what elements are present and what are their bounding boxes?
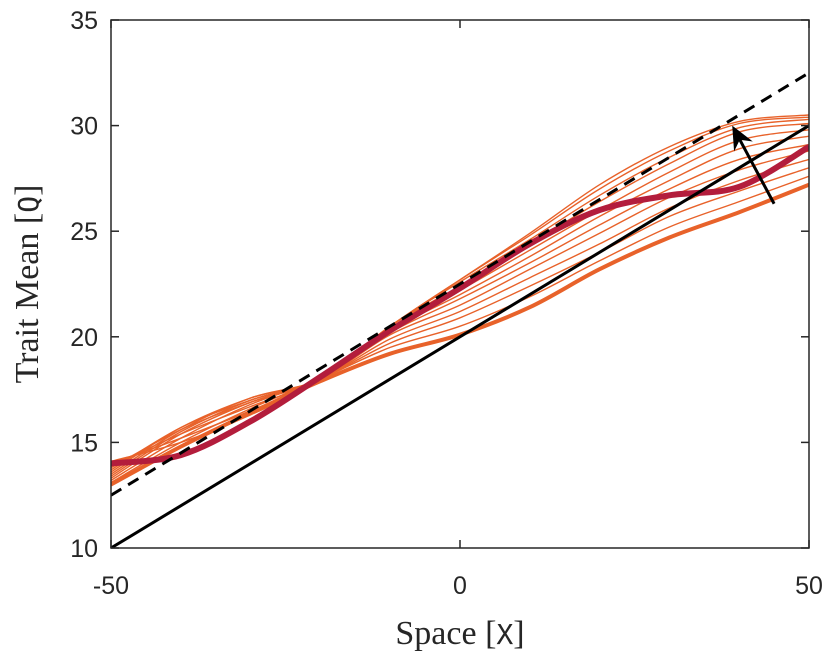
arrow-head	[732, 125, 753, 152]
x-tick-label: -50	[93, 572, 129, 600]
evolving-series-line-4	[111, 150, 809, 477]
final-series-line	[111, 144, 809, 467]
dashed-reference-line	[111, 71, 809, 497]
ticks-layer: -50 0 50 10 15 20 25 30 35	[70, 7, 823, 600]
evolving-series-line-8	[111, 122, 809, 469]
solid-reference-line	[111, 124, 809, 548]
evolving-series-line-9	[111, 118, 809, 467]
y-tick-label: 10	[70, 535, 98, 563]
x-axis-variable: X	[496, 618, 513, 651]
initial-series-line	[111, 182, 809, 487]
y-axis-variable: Q	[12, 196, 45, 213]
y-axis-label: Trait Mean [Q]	[9, 185, 46, 384]
x-tick-label: 0	[453, 572, 467, 600]
evolving-series-line-7	[111, 129, 809, 471]
evolving-series-line-1	[111, 175, 809, 484]
x-tick-label: 50	[795, 572, 823, 600]
series-layer	[111, 114, 809, 487]
annotation-layer	[732, 125, 776, 205]
y-tick-label: 15	[70, 429, 98, 457]
y-tick-label: 25	[70, 218, 98, 246]
y-tick-label: 35	[70, 7, 98, 35]
x-axis-label: Space [X]	[395, 615, 524, 652]
y-tick-label: 30	[70, 113, 98, 141]
evolving-series-line-6	[111, 135, 809, 473]
y-tick-label: 20	[70, 324, 98, 352]
arrow-shaft	[738, 138, 776, 205]
reference-lines-layer	[111, 71, 809, 548]
